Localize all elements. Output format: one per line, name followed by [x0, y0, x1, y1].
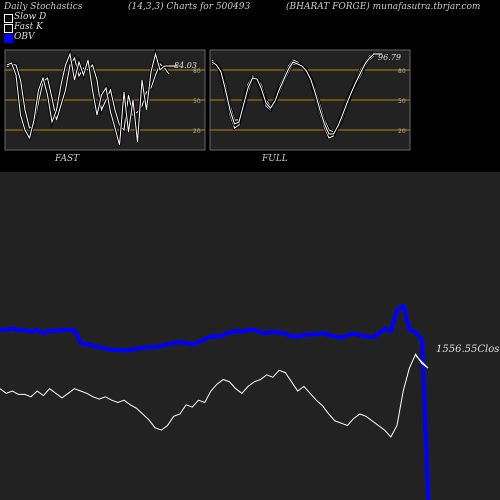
legend-swatch-fast-k — [4, 24, 13, 33]
full-series-line-2 — [211, 53, 375, 135]
legend-label-fast-k: Fast K — [14, 22, 43, 32]
full-tick-label: 20 — [398, 128, 406, 135]
legend-label-obv: OBV — [14, 32, 35, 42]
close-price-line — [0, 353, 429, 438]
close-pointer — [415, 355, 429, 369]
fast-tick-label: 20 — [193, 128, 201, 135]
legend-swatch-slow-d — [4, 14, 13, 23]
legend-swatch-obv — [4, 34, 13, 43]
full-panel-label: FULL — [261, 154, 288, 164]
full-last-value-label: 96.79 — [378, 53, 401, 62]
obv-line — [0, 303, 430, 500]
chart-title-mid: (14,3,3) Charts for 500493 — [128, 2, 251, 12]
fast-tick-label: 50 — [193, 98, 201, 105]
close-value-label: 1556.55Close — [436, 344, 500, 355]
fast-series-line-1 — [6, 52, 169, 146]
chart-title-left: Daily Stochastics — [4, 2, 83, 12]
fast-panel-label: FAST — [54, 154, 80, 164]
full-tick-label: 80 — [398, 68, 406, 75]
legend-label-slow-d: Slow D — [14, 12, 47, 22]
full-tick-label: 50 — [398, 98, 406, 105]
fast-last-value-label: 84.03 — [174, 61, 197, 70]
fast-tick-label: 80 — [193, 68, 201, 75]
chart-title-right: (BHARAT FORGE) munafasutra.tbrjar.com — [286, 2, 481, 12]
